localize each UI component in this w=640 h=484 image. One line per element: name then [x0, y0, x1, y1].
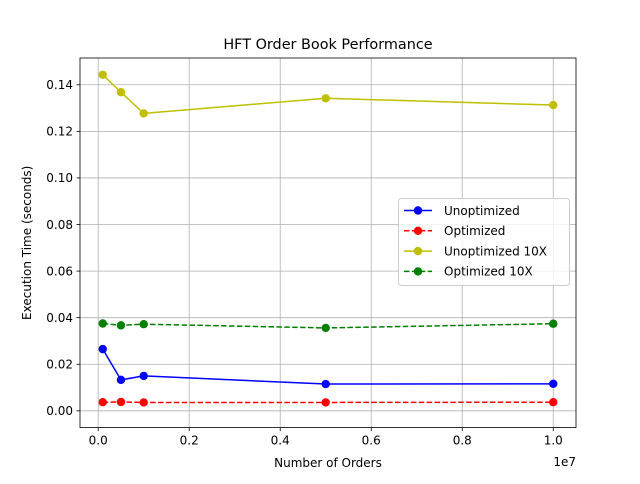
y-tick-label: 0.12 [46, 125, 73, 139]
data-point-optimized [140, 398, 148, 406]
y-tick-label: 0.14 [46, 78, 73, 92]
data-point-optimized [549, 398, 557, 406]
x-axis-offset-label: 1e7 [553, 455, 576, 469]
x-tick-label: 0.0 [89, 434, 108, 448]
data-point-unoptimized-10x [322, 94, 330, 102]
data-point-optimized-10x [322, 324, 330, 332]
data-point-optimized [99, 398, 107, 406]
y-tick-label: 0.06 [46, 264, 73, 278]
legend-label: Unoptimized 10X [444, 244, 547, 258]
legend-marker [414, 206, 422, 214]
data-point-unoptimized [140, 372, 148, 380]
legend-label: Optimized [444, 224, 505, 238]
x-tick-label: 1.0 [544, 434, 563, 448]
legend-label: Unoptimized [444, 204, 520, 218]
legend-marker [414, 267, 422, 275]
data-point-optimized-10x [549, 320, 557, 328]
y-axis-label: Execution Time (seconds) [20, 166, 34, 320]
legend: Unoptimized Optimized Unoptimized 10X Optim… [399, 199, 570, 286]
x-tick-label: 0.2 [180, 434, 199, 448]
x-tick-label: 0.6 [362, 434, 381, 448]
legend-marker [414, 247, 422, 255]
y-tick-label: 0.08 [46, 218, 73, 232]
data-point-unoptimized [322, 380, 330, 388]
x-tick-label: 0.8 [453, 434, 472, 448]
data-point-optimized-10x [99, 319, 107, 327]
data-point-optimized-10x [140, 320, 148, 328]
y-tick-label: 0.04 [46, 311, 73, 325]
y-tick-label: 0.02 [46, 358, 73, 372]
data-point-unoptimized [99, 345, 107, 353]
data-point-optimized-10x [117, 321, 125, 329]
data-point-optimized [117, 398, 125, 406]
y-tick-label: 0.10 [46, 171, 73, 185]
data-point-unoptimized-10x [140, 109, 148, 117]
x-tick-label: 0.4 [271, 434, 290, 448]
data-point-unoptimized-10x [117, 88, 125, 96]
data-point-unoptimized-10x [99, 71, 107, 79]
legend-label: Optimized 10X [444, 265, 533, 279]
chart-title: HFT Order Book Performance [223, 37, 432, 53]
data-point-unoptimized [549, 380, 557, 388]
data-point-optimized [322, 398, 330, 406]
data-point-unoptimized [117, 376, 125, 384]
y-tick-label: 0.00 [46, 404, 73, 418]
data-point-unoptimized-10x [549, 101, 557, 109]
legend-marker [414, 227, 422, 235]
x-axis-label: Number of Orders [274, 456, 382, 470]
